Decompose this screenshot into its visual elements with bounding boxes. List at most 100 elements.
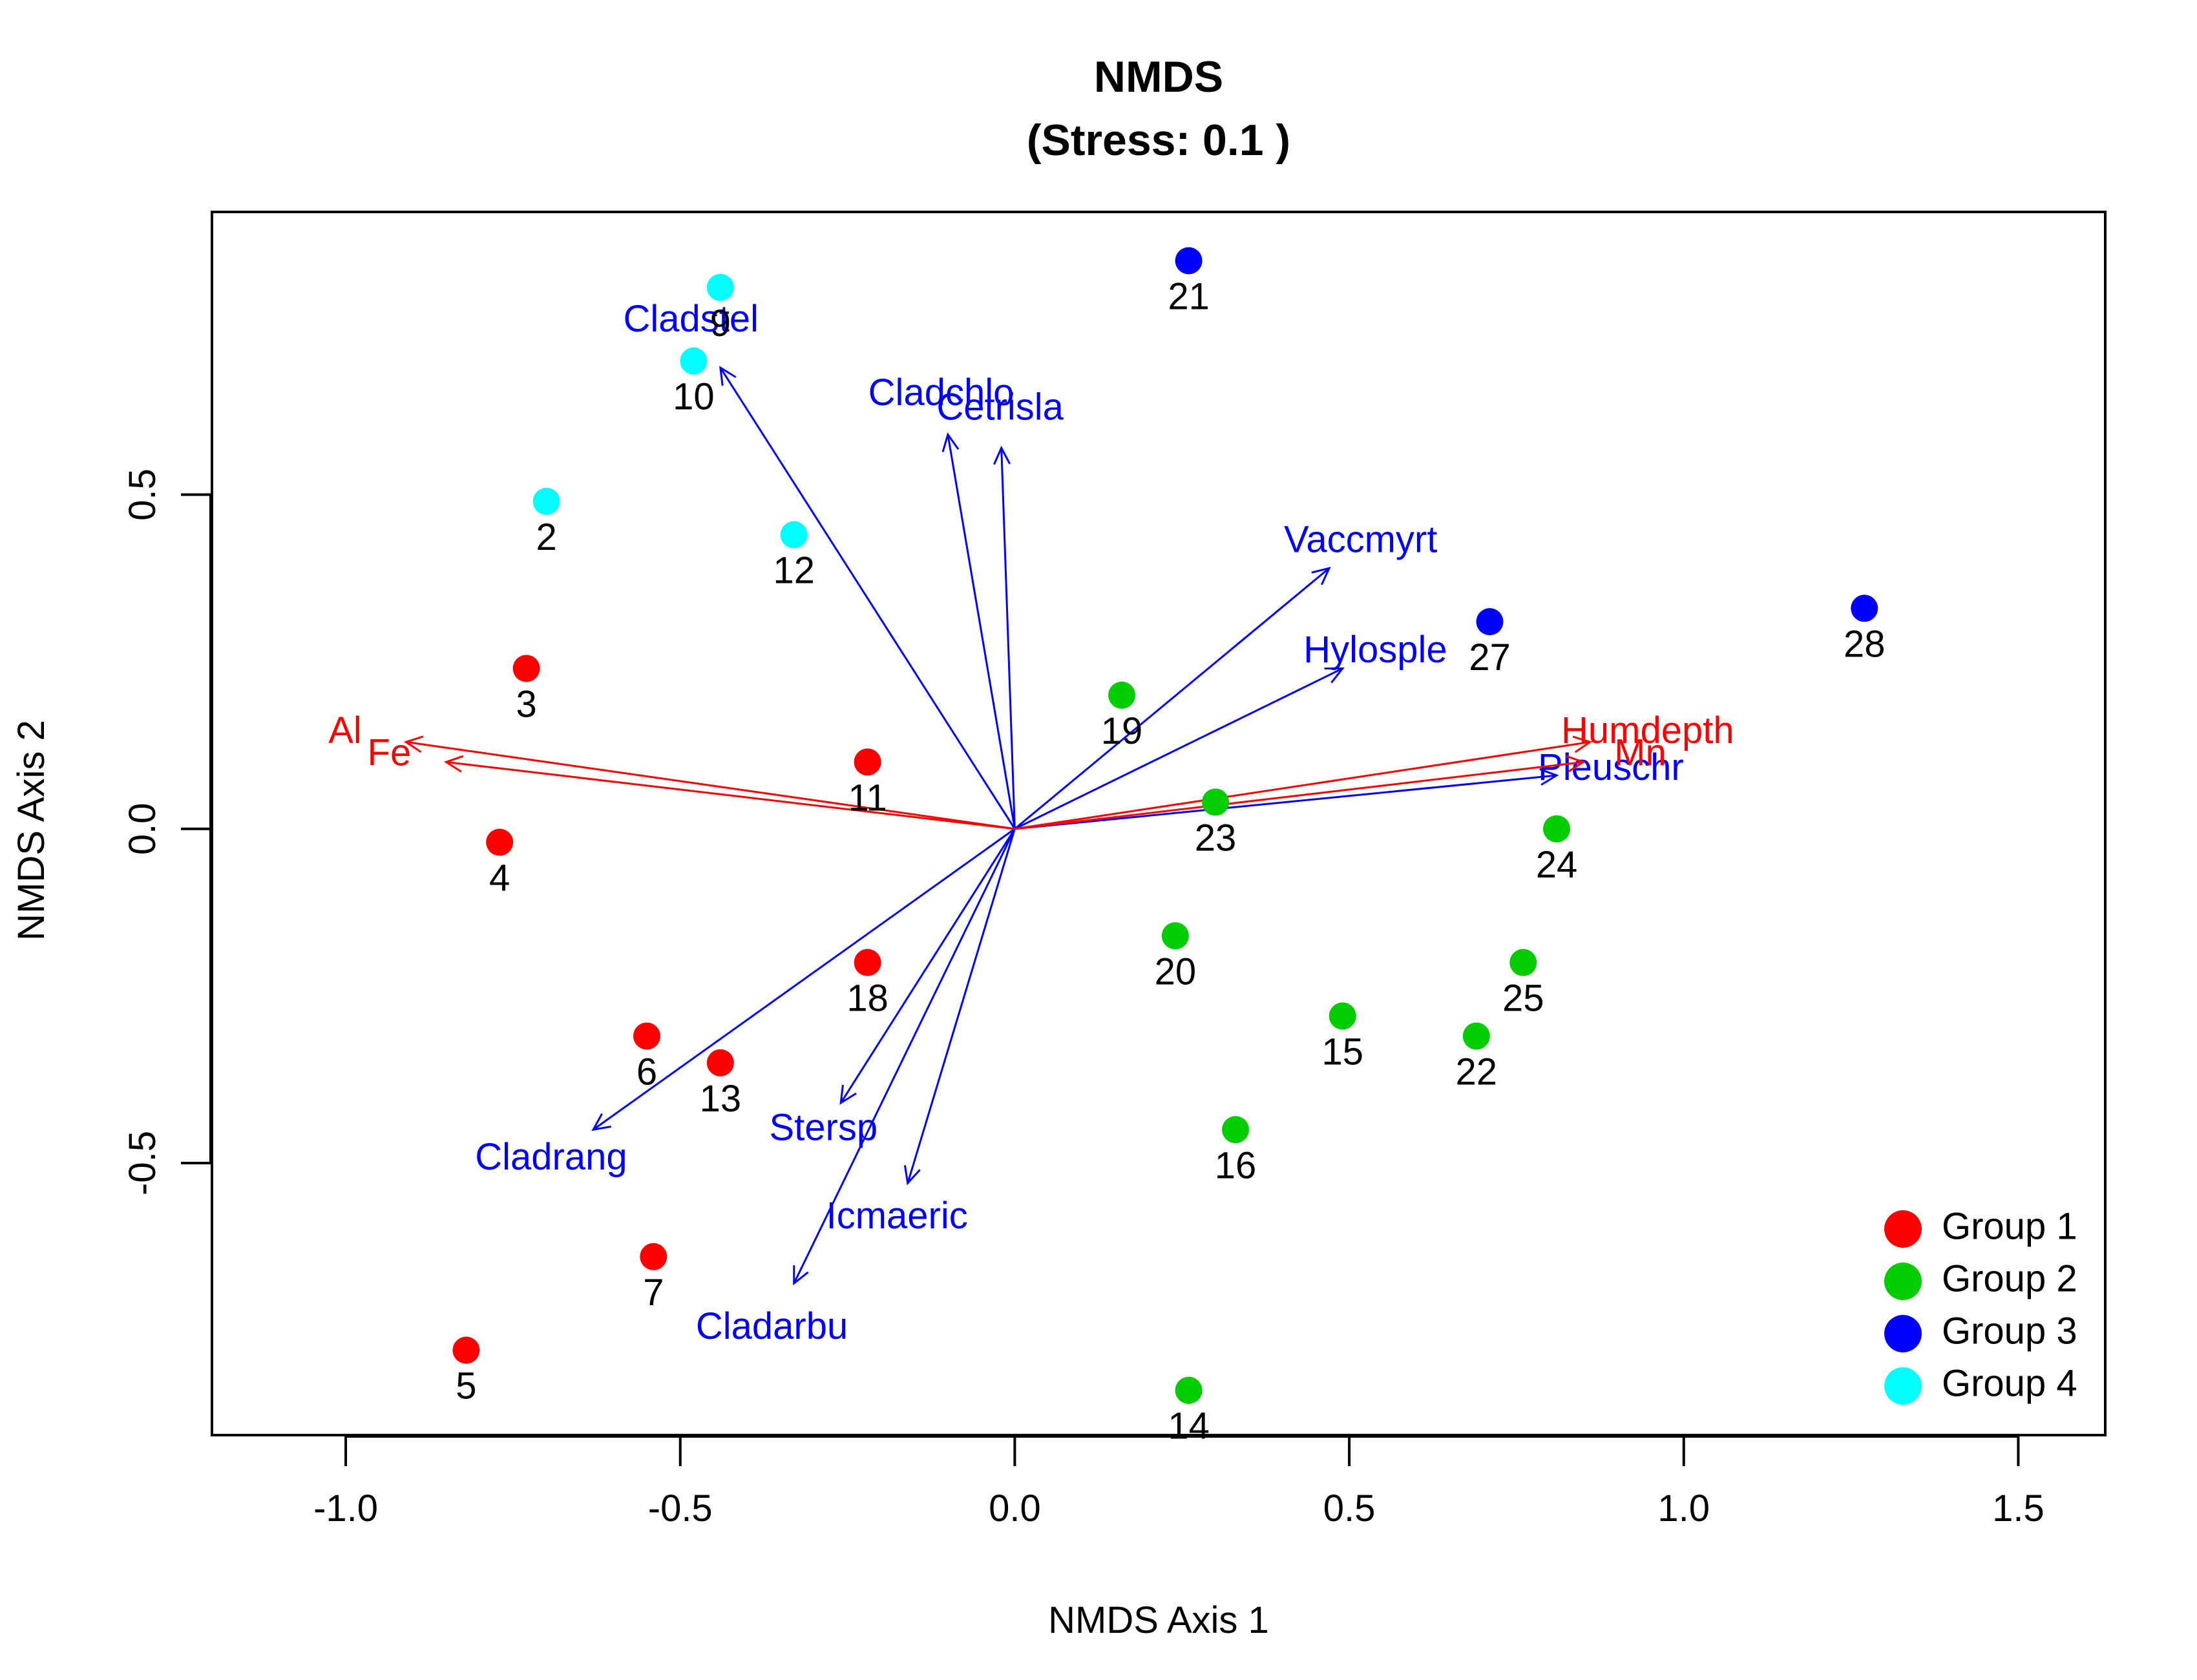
species-vector-arrowhead [1539,768,1559,786]
env-vector-arrowhead [403,735,424,753]
legend-label: Group 4 [1942,1362,2077,1404]
site-point [706,1049,734,1076]
site-point-label: 5 [456,1365,476,1407]
site-point [1462,1022,1490,1050]
species-vector-arrowhead [903,1165,921,1186]
species-vector-label: Cladstel [624,298,759,340]
site-point-label: 21 [1168,276,1210,318]
site-point [452,1336,480,1364]
site-point-label: 9 [710,302,731,344]
site-point [1175,1376,1203,1404]
species-vector-line [947,434,1016,830]
species-vector-arrowhead [1324,667,1345,684]
site-point [512,655,540,682]
site-point [633,1022,660,1050]
species-vector-arrowhead [719,366,737,386]
env-vector-line [1014,761,1584,830]
species-vector-label: Vaccmyrt [1284,518,1437,560]
x-tick-label: 0.5 [1323,1487,1376,1529]
x-tick-label: 0.0 [989,1487,1041,1529]
site-point-label: 3 [516,684,536,726]
species-vector-label: Cladarbu [696,1305,848,1347]
site-point-label: 11 [848,777,887,819]
site-point [1509,949,1537,976]
site-point-label: 28 [1844,623,1886,665]
site-point [1222,1116,1250,1144]
species-vector-arrowhead [993,445,1011,465]
env-vector-label: Mn [1614,731,1666,773]
species-vector-label: Cetrisla [936,386,1064,428]
env-vector-line [1014,740,1591,830]
site-point [1175,247,1203,275]
legend-marker [1884,1210,1922,1248]
site-point-label: 22 [1456,1051,1498,1093]
site-point [1161,922,1189,950]
species-vector-label: Icmaeric [826,1195,968,1237]
site-point-label: 15 [1321,1031,1363,1073]
species-vector-line [719,367,1016,830]
species-vector-arrowhead [839,1084,857,1105]
site-point-label: 19 [1101,710,1143,752]
species-vector-label: Hylosple [1303,629,1447,671]
species-vector-label: Cladrang [475,1136,627,1178]
species-vector-label: Stersp [769,1107,878,1149]
species-vector-line [1000,448,1016,829]
x-tick-label: 1.0 [1657,1487,1710,1529]
site-point-label: 6 [636,1051,657,1093]
env-vector-label: Al [328,709,362,751]
site-point-label: 14 [1168,1405,1210,1447]
species-vector-line [593,828,1016,1131]
site-point-label: 2 [536,516,557,558]
species-vector-arrowhead [1311,567,1331,585]
legend-label: Group 1 [1942,1205,2077,1247]
site-point-label: 13 [700,1078,742,1120]
site-point [1476,608,1504,636]
site-point-label: 7 [643,1272,664,1314]
species-vector-arrowhead [941,432,960,452]
x-tick-label: 1.5 [1992,1487,2045,1529]
site-point [706,273,734,301]
chart-subtitle: (Stress: 0.1 ) [1027,116,1290,165]
y-axis-label: NMDS Axis 2 [10,720,52,941]
species-vector-label: Pleuschr [1538,746,1684,788]
site-point-label: 16 [1215,1144,1257,1186]
x-tick-label: -1.0 [313,1487,378,1529]
site-point-label: 23 [1195,817,1237,859]
site-point [1108,681,1136,709]
site-point [1202,788,1230,816]
x-axis-label: NMDS Axis 1 [1048,1599,1269,1641]
env-vector-arrowhead [443,755,464,773]
site-point [640,1243,668,1270]
site-point-label: 27 [1469,636,1511,678]
site-point [680,347,708,375]
env-vector-arrowhead [1566,755,1586,773]
site-point-label: 12 [773,550,815,592]
site-point-label: 24 [1536,844,1578,886]
y-tick-label: 0.5 [121,468,163,521]
species-vector-arrowhead [793,1265,809,1286]
legend-marker [1884,1367,1922,1405]
site-point [780,521,808,549]
legend-label: Group 2 [1942,1257,2077,1299]
env-vector-line [446,761,1015,830]
site-point [486,828,514,856]
site-point-label: 18 [846,978,888,1020]
site-point [1329,1002,1356,1030]
plot-layer: -1.0 -0.5 0.0 0.5 1.0 1.5 -0.5 0.0 0.5 Cladstel Cl… [121,247,2077,1529]
site-point [854,949,881,976]
legend-label: Group 3 [1942,1310,2077,1352]
species-vector-line [907,828,1016,1184]
env-vector-label: Humdepth [1561,709,1734,751]
site-point [854,748,881,776]
y-tick-label: 0.0 [121,803,163,855]
site-point [532,487,560,515]
site-point [1851,594,1878,622]
legend-marker [1884,1315,1922,1352]
site-point-label: 4 [489,857,510,899]
env-vector-arrowhead [1572,735,1593,753]
site-point [1543,815,1571,843]
env-vector-label: Fe [368,731,412,773]
species-vector-arrowhead [591,1113,611,1131]
y-tick-label: -0.5 [121,1131,163,1195]
